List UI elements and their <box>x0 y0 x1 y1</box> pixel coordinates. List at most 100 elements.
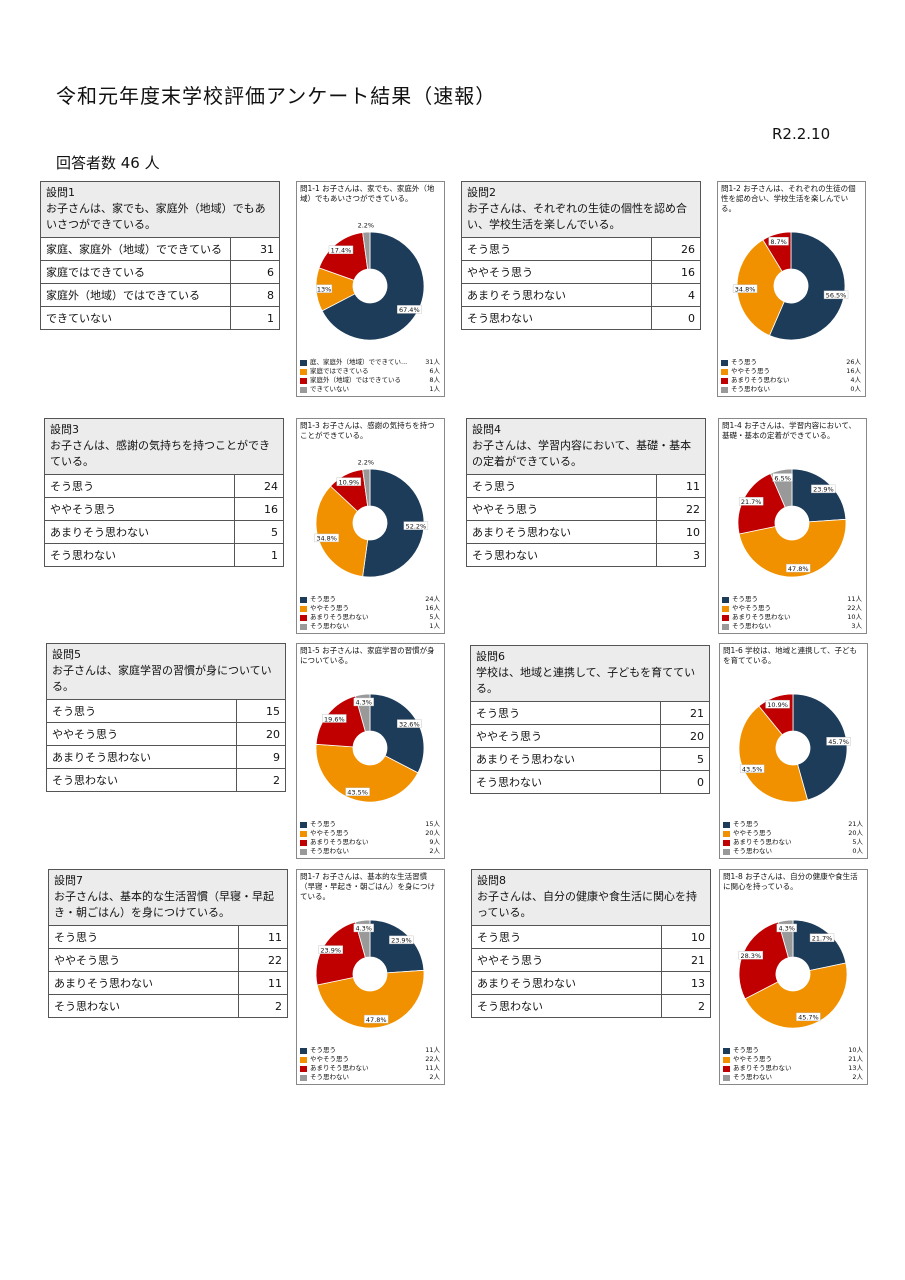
answer-row: あまりそう思わない 5 <box>45 520 283 544</box>
pie-slice <box>362 468 425 578</box>
question-header: 設問8 お子さんは、自分の健康や食生活に関心を持っている。 <box>472 870 710 926</box>
legend-swatch <box>723 1065 730 1072</box>
legend-swatch <box>300 821 307 828</box>
legend-swatch <box>300 596 307 603</box>
legend-item: あまりそう思わない 5人 <box>300 613 440 622</box>
percent-label: 23.9% <box>391 937 412 945</box>
question-header: 設問5 お子さんは、家庭学習の習慣が身についている。 <box>47 644 285 700</box>
legend-value: 22人 <box>847 604 862 612</box>
legend-label: そう思う <box>310 1046 336 1054</box>
percent-label: 45.7% <box>828 738 849 746</box>
percent-label: 28.3% <box>740 952 761 960</box>
percent-label: 17.4% <box>331 247 352 255</box>
legend-item: 庭、家庭外（地域）でできてい... 31人 <box>300 358 440 367</box>
percent-label: 4.3% <box>355 925 372 933</box>
legend-label: あまりそう思わない <box>733 838 792 846</box>
legend-item: ややそう思う 16人 <box>300 604 440 613</box>
legend-value: 5人 <box>852 838 863 846</box>
answer-count: 20 <box>660 724 709 748</box>
legend-item: そう思う 15人 <box>300 820 440 829</box>
legend-swatch <box>723 1056 730 1063</box>
percent-label-bg <box>772 473 793 482</box>
answer-row: そう思う 15 <box>47 700 285 723</box>
percent-label-bg <box>345 787 370 796</box>
answer-row: 家庭外（地域）ではできている 8 <box>41 283 279 307</box>
answer-row: ややそう思う 16 <box>462 260 700 284</box>
pie-slice <box>792 693 848 801</box>
legend-label: そう思わない <box>731 385 770 393</box>
percent-label-bg <box>776 923 797 933</box>
legend-value: 4人 <box>850 376 861 384</box>
answer-count: 11 <box>238 926 287 949</box>
legend-swatch <box>300 377 307 384</box>
percent-label: 4.3% <box>355 699 372 707</box>
pie-svg: 23.9% 47.8% 21.7% 6.5% <box>737 468 847 578</box>
pie-slice <box>738 921 789 1000</box>
answer-label: ややそう思う <box>467 497 657 521</box>
legend-label: 家庭ではできている <box>310 367 369 375</box>
legend-value: 6人 <box>429 367 440 375</box>
answer-count: 21 <box>661 948 710 972</box>
answer-count: 31 <box>230 238 279 261</box>
legend-label: そう思わない <box>733 847 772 855</box>
percent-label-bg <box>316 284 333 293</box>
legend-swatch <box>723 1047 730 1054</box>
answer-label: そう思わない <box>471 770 661 793</box>
percent-label-bg <box>314 533 339 543</box>
answer-label: あまりそう思わない <box>462 283 652 307</box>
chart-title: 問1-3 お子さんは、感謝の気持ちを持つことができている。 <box>300 421 435 440</box>
percent-label: 4.3% <box>778 925 795 933</box>
answer-table: そう思う 10 ややそう思う 21 あまりそう思わない 13 そう思わない 2 <box>472 926 710 1017</box>
legend-item: ややそう思う 21人 <box>723 1055 863 1064</box>
answer-label: ややそう思う <box>472 948 662 972</box>
pie-slice <box>738 705 809 803</box>
pie-chart-2: 問1-2 お子さんは、それぞれの生徒の個性を認め合い、学校生活を楽しんでいる。 5… <box>717 181 866 397</box>
pie-chart-6: 問1-6 学校は、地域と連携して、子どもを育てている。 45.7% 43.5% 10.… <box>719 643 868 859</box>
pie-slice <box>791 468 847 523</box>
answer-label: できていない <box>41 306 231 329</box>
legend-swatch <box>300 386 307 393</box>
legend-value: 15人 <box>425 820 440 828</box>
question-box-8: 設問8 お子さんは、自分の健康や食生活に関心を持っている。 そう思う 10 ややそう思う… <box>471 869 711 1018</box>
answer-label: 家庭ではできている <box>41 260 231 284</box>
legend-item: そう思わない 2人 <box>300 1073 440 1082</box>
answer-row: 家庭、家庭外（地域）でできている 31 <box>41 238 279 261</box>
answer-row: そう思わない 2 <box>47 768 285 791</box>
answer-label: ややそう思う <box>462 260 652 284</box>
legend-swatch <box>723 839 730 846</box>
percent-label: 47.8% <box>366 1016 387 1024</box>
percent-label-bg <box>826 737 851 746</box>
legend-swatch <box>300 1074 307 1081</box>
answer-row: ややそう思う 22 <box>467 497 705 521</box>
legend-item: 家庭外（地域）ではできている 8人 <box>300 376 440 385</box>
answer-row: あまりそう思わない 9 <box>47 745 285 769</box>
legend-label: ややそう思う <box>732 604 771 612</box>
legend-value: 16人 <box>846 367 861 375</box>
legend-swatch <box>300 605 307 612</box>
question-number: 設問6 <box>476 650 505 663</box>
legend-value: 0人 <box>852 847 863 855</box>
answer-count: 1 <box>234 543 283 566</box>
pie-svg: 56.5% 34.8% 8.7% <box>732 231 849 341</box>
legend-swatch <box>723 830 730 837</box>
legend-swatch <box>723 848 730 855</box>
question-header: 設問3 お子さんは、感謝の気持ちを持つことができている。 <box>45 419 283 475</box>
legend-item: ややそう思う 16人 <box>721 367 861 376</box>
pie-chart-8: 問1-8 お子さんは、自分の健康や食生活に関心を持っている。 21.7% 45.7%… <box>719 869 868 1085</box>
legend-value: 2人 <box>429 1073 440 1081</box>
answer-table: そう思う 21 ややそう思う 20 あまりそう思わない 5 そう思わない 0 <box>471 702 709 793</box>
chart-title: 問1-7 お子さんは、基本的な生活習慣（早寝・早起き・朝ごはん）を身につけている… <box>300 872 435 901</box>
legend-value: 31人 <box>425 358 440 366</box>
legend-value: 21人 <box>848 1055 863 1063</box>
percent-label: 23.9% <box>320 946 341 954</box>
percent-label: 13% <box>317 285 331 293</box>
legend-label: そう思わない <box>310 847 349 855</box>
legend-swatch <box>300 359 307 366</box>
answer-label: あまりそう思わない <box>472 971 662 995</box>
legend-value: 5人 <box>429 613 440 621</box>
answer-label: そう思う <box>467 243 511 256</box>
answer-count: 21 <box>660 702 709 725</box>
legend-swatch <box>300 614 307 621</box>
answer-row: ややそう思う 20 <box>471 724 709 748</box>
answer-row: あまりそう思わない 4 <box>462 283 700 307</box>
